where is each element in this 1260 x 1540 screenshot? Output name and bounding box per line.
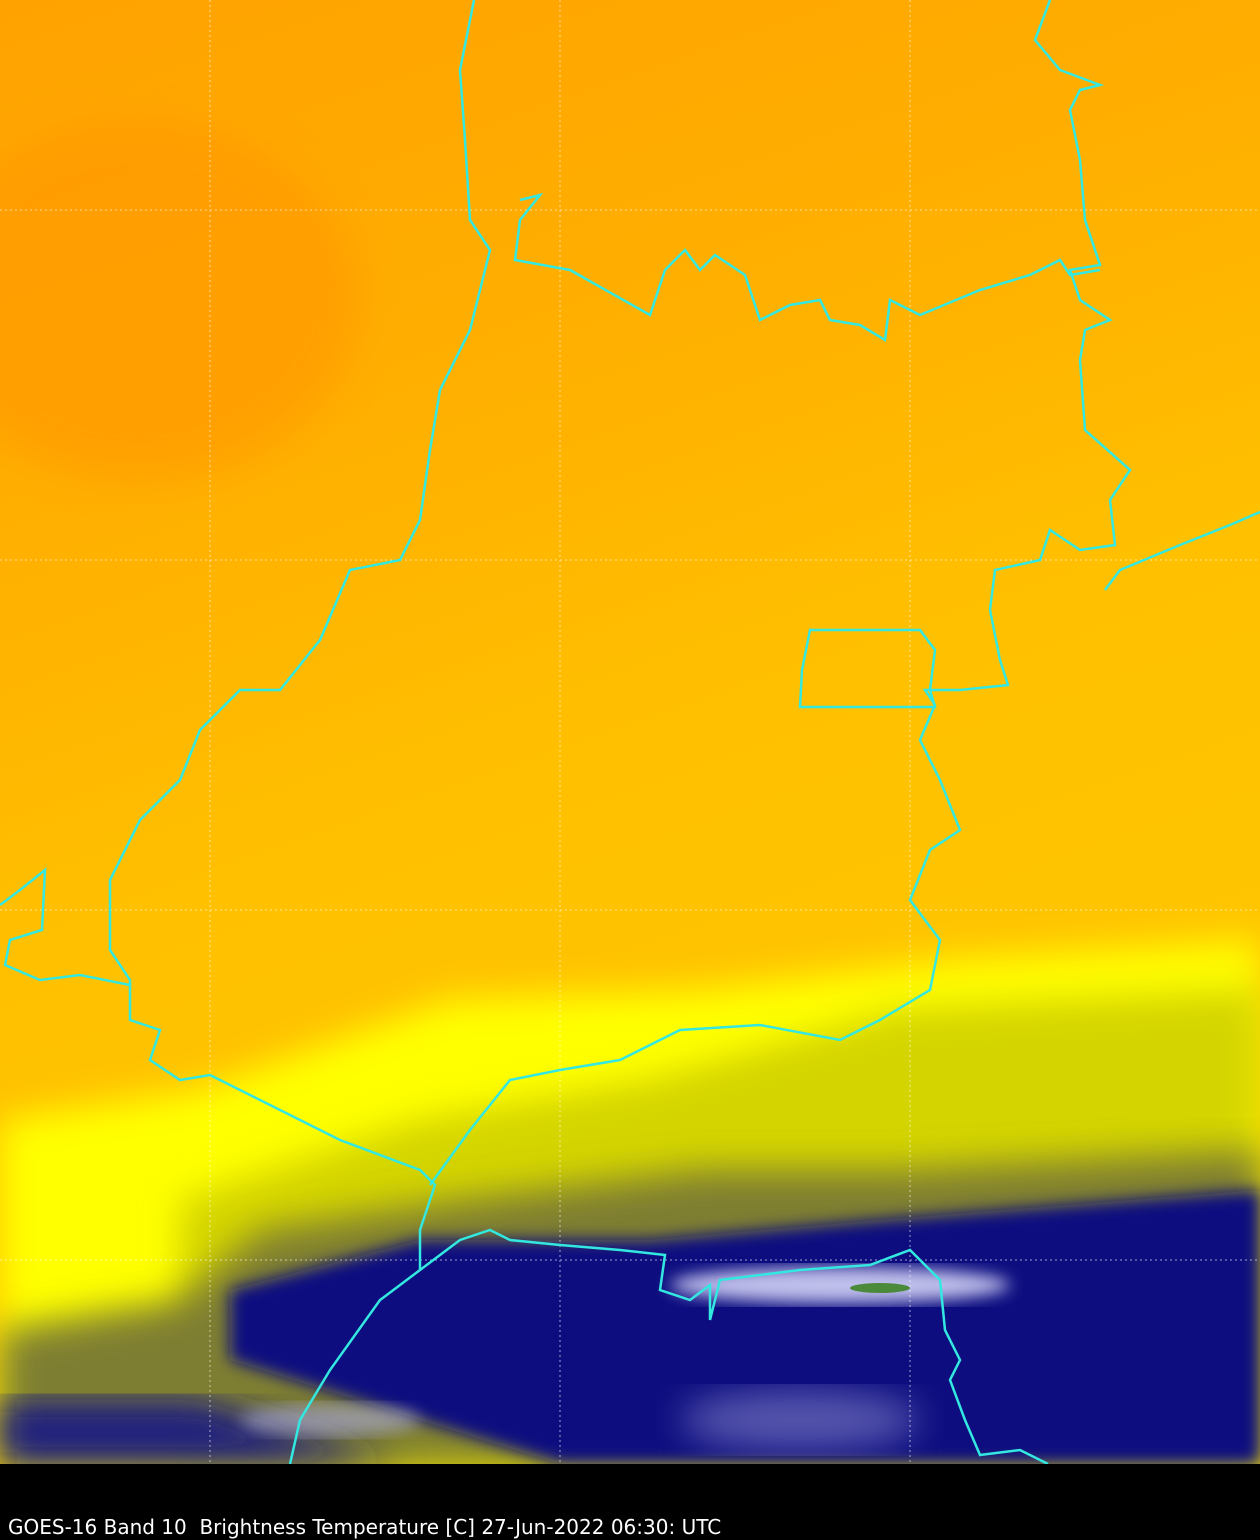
borders xyxy=(0,0,1260,1464)
cloud-top-west xyxy=(0,1400,400,1464)
coldest-top xyxy=(850,1283,910,1293)
cold-top xyxy=(670,1267,1010,1303)
warm-area xyxy=(0,120,360,480)
graticule xyxy=(0,0,1260,1464)
satellite-image xyxy=(0,0,1260,1464)
cold-top xyxy=(240,1404,420,1436)
cold-top xyxy=(680,1390,920,1450)
cloud-top xyxy=(230,1190,1260,1464)
caption: GOES-16 Band 10 Brightness Temperature [… xyxy=(8,1515,722,1539)
